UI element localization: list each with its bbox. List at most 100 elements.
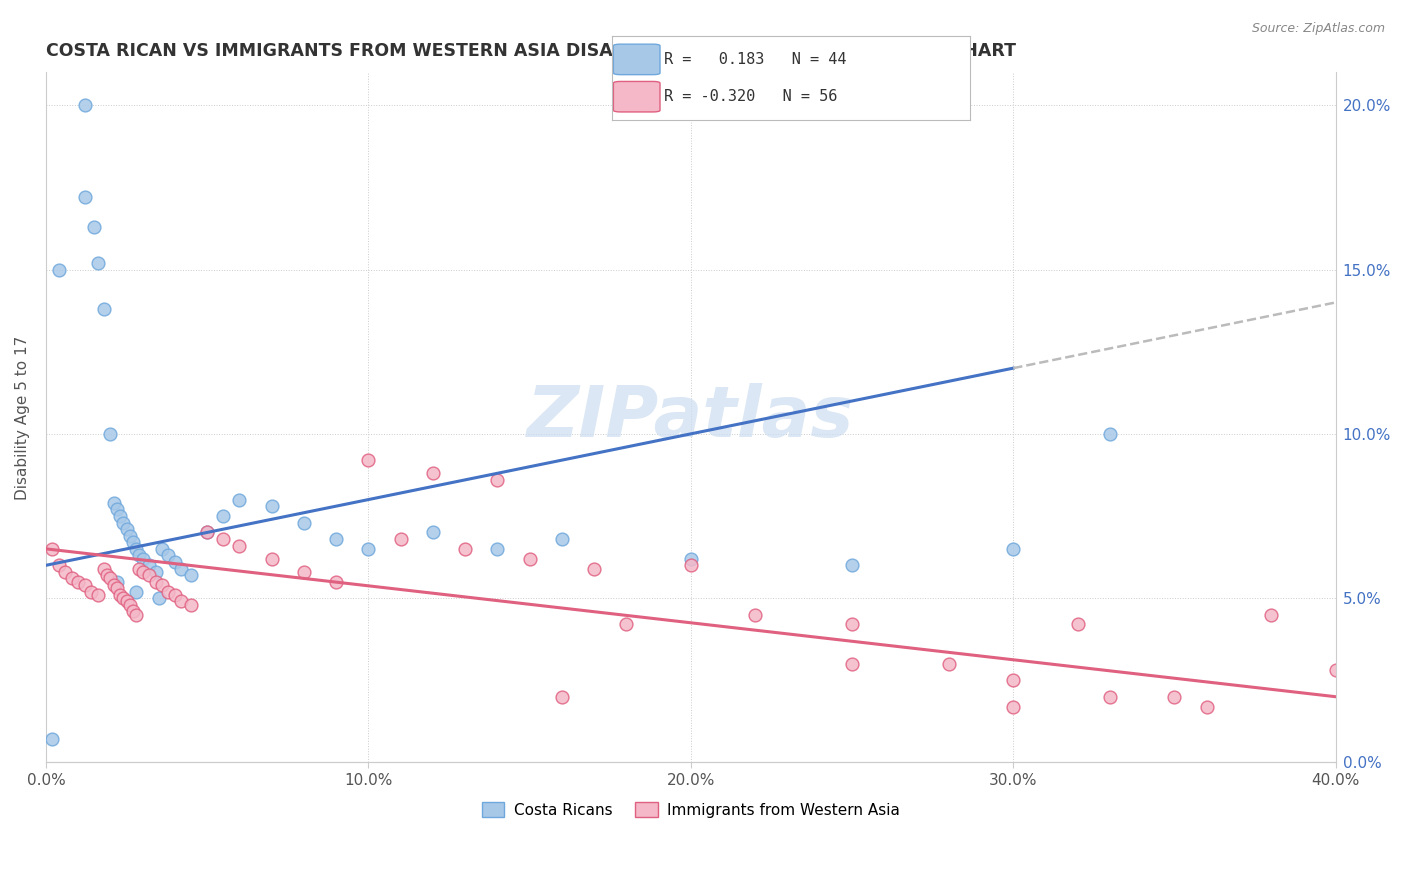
Point: [292, 565, 315, 579]
Point: [108, 508, 131, 523]
Point: [41, 541, 63, 556]
Point: [105, 582, 128, 596]
Point: [195, 525, 218, 540]
Point: [170, 561, 193, 575]
Legend: Costa Ricans, Immigrants from Western Asia: Costa Ricans, Immigrants from Western As…: [475, 796, 907, 824]
Point: [80, 584, 103, 599]
Point: [551, 532, 574, 546]
Point: [105, 502, 128, 516]
Point: [125, 607, 148, 622]
Point: [86, 588, 108, 602]
Point: [841, 657, 863, 671]
Point: [41, 732, 63, 747]
Point: [679, 558, 702, 573]
Point: [48, 262, 70, 277]
Text: ZIPatlas: ZIPatlas: [527, 383, 855, 452]
Point: [212, 532, 235, 546]
Point: [744, 607, 766, 622]
Point: [389, 532, 412, 546]
Point: [115, 594, 138, 608]
Text: R = -0.320   N = 56: R = -0.320 N = 56: [664, 89, 837, 104]
Point: [83, 219, 105, 234]
Point: [73, 190, 96, 204]
Point: [138, 558, 160, 573]
Point: [260, 499, 283, 513]
Point: [131, 565, 153, 579]
Point: [150, 541, 173, 556]
Point: [1260, 607, 1282, 622]
Point: [125, 584, 148, 599]
Point: [148, 591, 170, 606]
Point: [486, 473, 509, 487]
Point: [150, 578, 173, 592]
Text: R =   0.183   N = 44: R = 0.183 N = 44: [664, 52, 846, 67]
Point: [100, 426, 122, 441]
Text: Source: ZipAtlas.com: Source: ZipAtlas.com: [1251, 22, 1385, 36]
Point: [519, 551, 541, 566]
Point: [67, 574, 90, 589]
Point: [157, 584, 180, 599]
Point: [103, 496, 125, 510]
Point: [112, 516, 135, 530]
Point: [1067, 617, 1090, 632]
Point: [1002, 699, 1025, 714]
Point: [163, 555, 186, 569]
Point: [180, 598, 202, 612]
Point: [53, 565, 76, 579]
Point: [112, 591, 135, 606]
Point: [93, 561, 115, 575]
Y-axis label: Disability Age 5 to 17: Disability Age 5 to 17: [15, 335, 30, 500]
Point: [103, 578, 125, 592]
Point: [138, 568, 160, 582]
Point: [108, 588, 131, 602]
Point: [1098, 426, 1121, 441]
Point: [841, 558, 863, 573]
Point: [105, 574, 128, 589]
Point: [60, 571, 83, 585]
Point: [212, 508, 235, 523]
Point: [679, 551, 702, 566]
Point: [145, 565, 167, 579]
Point: [614, 617, 637, 632]
Point: [48, 558, 70, 573]
Point: [486, 541, 509, 556]
Point: [128, 561, 150, 575]
Point: [96, 568, 118, 582]
Point: [131, 551, 153, 566]
Point: [180, 568, 202, 582]
Point: [325, 574, 347, 589]
Point: [422, 467, 444, 481]
Point: [1324, 664, 1347, 678]
Point: [125, 541, 148, 556]
Point: [551, 690, 574, 704]
Point: [128, 549, 150, 563]
Point: [118, 598, 141, 612]
Point: [454, 541, 477, 556]
Point: [195, 525, 218, 540]
Point: [357, 541, 380, 556]
Point: [422, 525, 444, 540]
FancyBboxPatch shape: [613, 44, 659, 75]
Point: [228, 539, 250, 553]
Point: [122, 604, 145, 618]
Point: [163, 588, 186, 602]
Point: [1163, 690, 1185, 704]
Point: [1098, 690, 1121, 704]
Point: [170, 594, 193, 608]
Point: [260, 551, 283, 566]
Point: [118, 529, 141, 543]
Point: [841, 617, 863, 632]
Point: [145, 574, 167, 589]
Point: [115, 522, 138, 536]
Point: [157, 549, 180, 563]
Point: [122, 535, 145, 549]
Point: [93, 301, 115, 316]
Text: COSTA RICAN VS IMMIGRANTS FROM WESTERN ASIA DISABILITY AGE 5 TO 17 CORRELATION C: COSTA RICAN VS IMMIGRANTS FROM WESTERN A…: [46, 42, 1017, 60]
Point: [86, 256, 108, 270]
Point: [583, 561, 606, 575]
Point: [357, 453, 380, 467]
Point: [292, 516, 315, 530]
Point: [938, 657, 960, 671]
Point: [1195, 699, 1218, 714]
FancyBboxPatch shape: [613, 81, 659, 112]
